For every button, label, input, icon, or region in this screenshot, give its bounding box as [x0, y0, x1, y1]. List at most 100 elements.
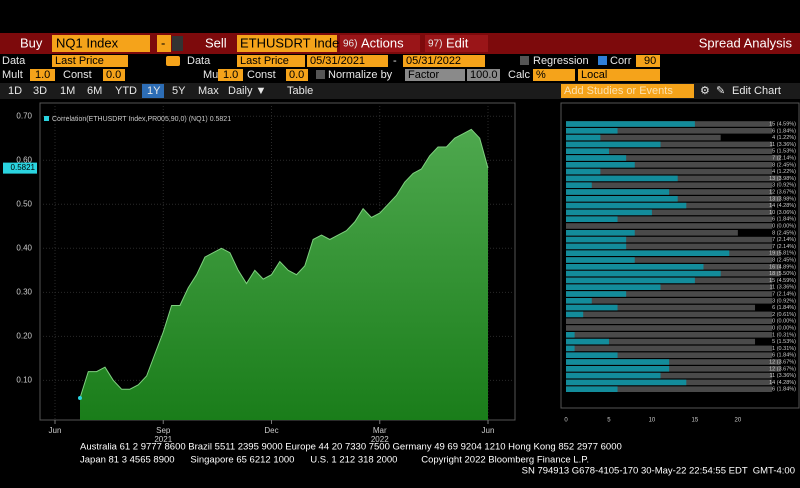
- buy-ticker[interactable]: NQ1 Index: [56, 35, 119, 50]
- field[interactable]: [30, 69, 55, 81]
- year-label: 2021: [154, 435, 172, 444]
- field[interactable]: [286, 69, 308, 81]
- range-button[interactable]: 1D: [8, 85, 22, 97]
- mult-value[interactable]: 1.0: [35, 69, 50, 81]
- bar: [566, 236, 773, 243]
- field[interactable]: [533, 69, 575, 81]
- studies-field[interactable]: [561, 84, 694, 98]
- field[interactable]: [218, 69, 243, 81]
- field[interactable]: [52, 55, 128, 67]
- buy-dash-field[interactable]: [157, 35, 171, 52]
- bar: [566, 230, 635, 236]
- bar: [566, 345, 575, 352]
- range-button[interactable]: Max: [198, 85, 219, 97]
- edit-button[interactable]: [425, 35, 488, 52]
- bar: [566, 175, 678, 182]
- checkbox-checked[interactable]: [598, 56, 607, 65]
- range-button[interactable]: YTD: [115, 85, 137, 97]
- frequency[interactable]: Daily ▼: [228, 85, 266, 97]
- bar-label: 7 (2.14%): [772, 291, 796, 297]
- page-title: Spread Analysis: [699, 35, 793, 50]
- y-tick-label: 0.30: [16, 287, 32, 296]
- last-value-tag: [3, 162, 37, 174]
- x-tick-label: 5: [607, 418, 611, 424]
- actions-code[interactable]: 96): [343, 39, 357, 50]
- bar: [566, 352, 618, 358]
- bar-label: 12 (3.67%): [769, 359, 796, 365]
- x-tick-label: Dec: [264, 426, 278, 435]
- normalize-mode[interactable]: Factor: [408, 69, 440, 81]
- start-date-field[interactable]: [307, 55, 388, 67]
- table-button[interactable]: Table: [287, 85, 313, 97]
- bar-label: 16 (4.89%): [769, 264, 796, 270]
- bar: [566, 162, 773, 168]
- y-tick-label: 0.70: [16, 111, 32, 120]
- bar: [566, 298, 773, 304]
- y-tick-label: 0.40: [16, 243, 32, 252]
- field[interactable]: [467, 69, 500, 81]
- bar-label: 4 (1.22%): [772, 169, 796, 175]
- bar: [566, 366, 781, 372]
- start-date[interactable]: 05/31/2021: [310, 55, 365, 67]
- edit[interactable]: Edit: [446, 35, 469, 50]
- bar: [566, 223, 773, 229]
- field-value[interactable]: Last Price: [55, 55, 104, 67]
- range-button[interactable]: 3D: [33, 85, 47, 97]
- x-tick-label: 0: [564, 418, 568, 424]
- edit-icon[interactable]: ✎: [716, 85, 725, 97]
- bar: [566, 332, 773, 338]
- corr-field[interactable]: [636, 55, 660, 67]
- bar-label: 3 (0.92%): [772, 298, 796, 304]
- swap-icon[interactable]: [166, 56, 180, 66]
- range-button[interactable]: 1Y: [147, 85, 161, 97]
- bar: [566, 134, 721, 141]
- buy-dash[interactable]: -: [161, 35, 165, 50]
- buy-field[interactable]: [52, 35, 150, 52]
- bar: [566, 359, 670, 365]
- legend-swatch: [44, 116, 49, 121]
- sell-ticker[interactable]: ETHUSDRT Inde: [240, 35, 339, 50]
- bar: [566, 325, 773, 331]
- field[interactable]: [103, 69, 125, 81]
- checkbox[interactable]: [316, 70, 325, 79]
- dropdown[interactable]: [172, 36, 183, 51]
- bar: [566, 230, 738, 236]
- studies[interactable]: Add Studies or Events: [564, 85, 673, 97]
- y-tick-label: 0.50: [16, 199, 32, 208]
- end-date[interactable]: 05/31/2022: [406, 55, 461, 67]
- sell-field[interactable]: [237, 35, 337, 52]
- bar: [566, 318, 773, 324]
- actions[interactable]: Actions: [361, 35, 404, 50]
- range-button[interactable]: 5Y: [172, 85, 186, 97]
- calc-mode[interactable]: %: [536, 69, 546, 81]
- factor[interactable]: 100.0: [470, 69, 498, 81]
- bar: [566, 291, 627, 297]
- corr-period[interactable]: 90: [644, 55, 656, 67]
- field[interactable]: [237, 55, 305, 67]
- field[interactable]: [578, 69, 660, 81]
- range-button[interactable]: 6M: [87, 85, 102, 97]
- end-date-field[interactable]: [403, 55, 485, 67]
- const-value[interactable]: 0.0: [289, 69, 304, 81]
- timezone[interactable]: Local: [581, 69, 607, 81]
- range-button[interactable]: 1M: [60, 85, 75, 97]
- bar-label: 8 (2.45%): [772, 162, 796, 168]
- footer-line: Japan 81 3 4565 8900 Singapore 65 6212 1…: [80, 455, 589, 466]
- checkbox[interactable]: [520, 56, 529, 65]
- bar: [566, 168, 773, 175]
- edit-chart[interactable]: Edit Chart: [732, 85, 781, 97]
- edit-code[interactable]: 97): [428, 39, 442, 50]
- x-tick-label: Sep: [156, 426, 171, 435]
- field-value[interactable]: Last Price: [240, 55, 289, 67]
- bar-label: 13 (3.98%): [769, 196, 796, 202]
- field[interactable]: [405, 69, 465, 81]
- bar-label: 6 (1.84%): [772, 353, 796, 359]
- regression-label: Regression: [533, 55, 589, 67]
- settings-icon[interactable]: ⚙: [700, 85, 710, 97]
- mult-value[interactable]: 1.0: [223, 69, 238, 81]
- bar: [566, 257, 773, 263]
- const-value[interactable]: 0.0: [106, 69, 121, 81]
- actions-button[interactable]: [340, 35, 420, 52]
- x-tick-label: Jun: [482, 426, 495, 435]
